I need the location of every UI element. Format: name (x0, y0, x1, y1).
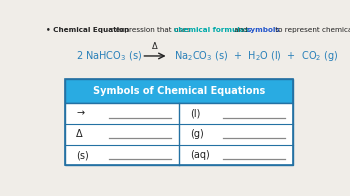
Text: (g): (g) (190, 129, 204, 139)
Bar (65, 79, 293, 103)
Text: (s): (s) (76, 150, 89, 160)
Text: Na$_2$CO$_3$ (s)  +  H$_2$O (l)  +  CO$_2$ (g): Na$_2$CO$_3$ (s) + H$_2$O (l) + CO$_2$ (… (174, 49, 338, 63)
Text: Δ: Δ (76, 129, 83, 139)
Text: (l): (l) (190, 109, 201, 119)
Text: chemical formulas: chemical formulas (174, 27, 249, 33)
Text: and: and (232, 27, 251, 33)
Text: →: → (76, 109, 84, 119)
Text: 2 NaHCO$_3$ (s): 2 NaHCO$_3$ (s) (76, 49, 142, 63)
Text: Symbols of Chemical Equations: Symbols of Chemical Equations (93, 86, 266, 96)
Bar (65, 103, 293, 165)
Text: Δ: Δ (152, 42, 158, 51)
Bar (65, 79, 293, 165)
Text: to represent chemical reaction.: to represent chemical reaction. (273, 27, 350, 33)
Text: : expression that uses: : expression that uses (111, 27, 193, 33)
Text: symbols: symbols (246, 27, 280, 33)
Text: (aq): (aq) (190, 150, 210, 160)
Text: • Chemical Equation: • Chemical Equation (47, 27, 130, 33)
